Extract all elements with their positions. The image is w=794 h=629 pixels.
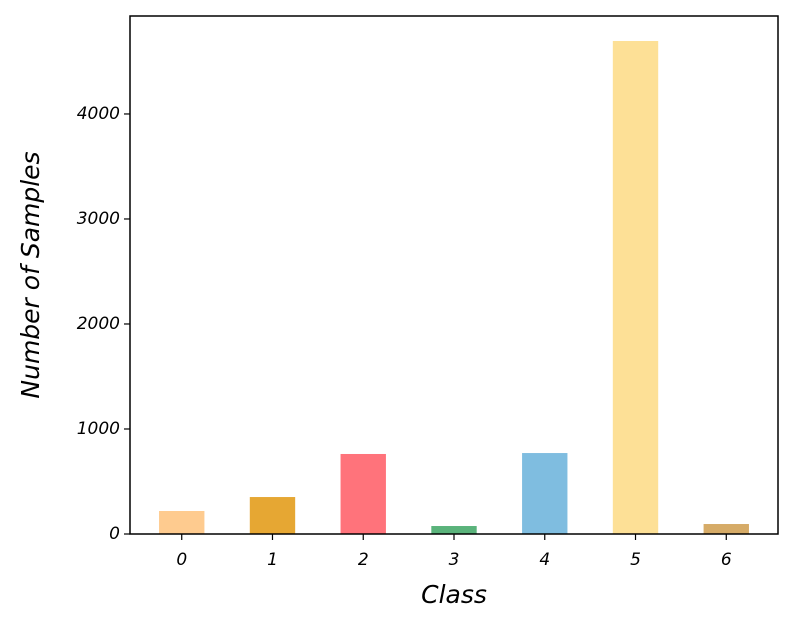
x-tick-label: 2 — [358, 550, 369, 570]
y-tick-label: 1000 — [77, 419, 120, 439]
x-tick-label: 3 — [449, 550, 460, 570]
plot-frame — [129, 15, 779, 535]
y-axis-label: Number of Samples — [16, 151, 45, 398]
y-tick-label: 2000 — [77, 314, 120, 334]
y-tick-label: 3000 — [77, 209, 120, 229]
x-axis-label: Class — [421, 580, 487, 609]
bar — [159, 511, 205, 534]
y-tick-label: 4000 — [77, 104, 120, 124]
bar — [703, 524, 749, 534]
x-tick-label: 6 — [721, 550, 732, 570]
bar — [340, 453, 386, 534]
bar — [522, 453, 568, 534]
bar — [431, 526, 477, 534]
x-tick-label: 5 — [630, 550, 641, 570]
bar — [249, 497, 296, 534]
bar — [612, 40, 659, 534]
y-tick-label: 0 — [109, 524, 120, 544]
x-tick-label: 0 — [176, 550, 187, 570]
x-tick-label: 4 — [539, 550, 550, 570]
x-tick-label: 1 — [267, 550, 278, 570]
